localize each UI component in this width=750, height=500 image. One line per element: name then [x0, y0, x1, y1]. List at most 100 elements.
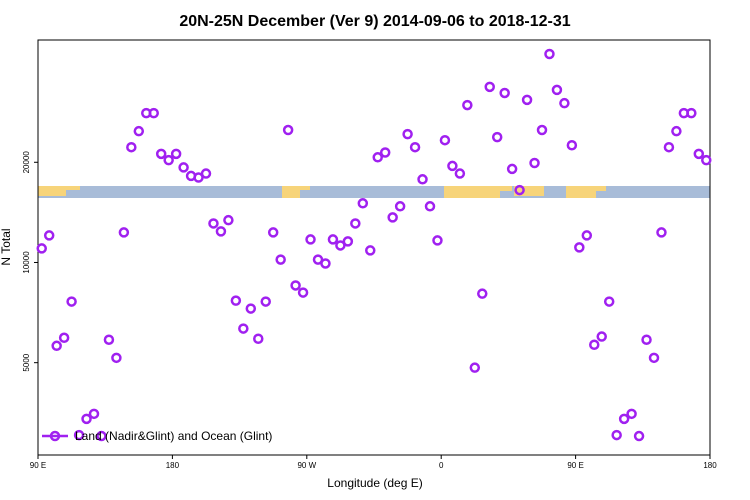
data-point	[148, 107, 159, 119]
data-point	[402, 128, 413, 140]
data-point	[671, 125, 682, 137]
data-point	[327, 234, 339, 245]
data-point	[253, 333, 264, 345]
data-point	[447, 160, 458, 172]
data-point	[469, 362, 481, 373]
data-point	[88, 408, 100, 420]
data-point	[223, 214, 234, 226]
data-point	[686, 107, 697, 119]
x-tick-label: 90 E	[30, 461, 46, 470]
data-point	[357, 198, 369, 209]
data-point	[126, 141, 137, 153]
x-axis-label: Longitude (deg E)	[327, 476, 422, 490]
data-point	[66, 296, 77, 307]
data-point	[432, 235, 443, 246]
data-point	[335, 240, 346, 251]
data-point	[566, 140, 578, 151]
data-point	[81, 413, 92, 425]
data-point	[611, 429, 622, 441]
data-point	[641, 334, 652, 345]
data-point	[200, 168, 212, 179]
data-point	[111, 352, 122, 364]
data-point	[663, 141, 675, 153]
data-point	[372, 152, 383, 163]
data-point	[701, 154, 712, 166]
data-point	[387, 212, 398, 223]
data-point	[215, 226, 227, 237]
data-point	[409, 141, 421, 153]
data-point	[320, 258, 331, 269]
data-point	[163, 154, 174, 166]
data-point	[506, 163, 518, 175]
data-point	[275, 254, 286, 265]
data-point	[290, 280, 301, 291]
x-tick-label: 180	[166, 461, 180, 470]
data-point	[544, 48, 555, 60]
data-point	[170, 148, 182, 160]
data-point	[484, 81, 495, 93]
data-point	[73, 429, 85, 441]
data-point	[267, 227, 279, 238]
data-point	[626, 408, 637, 420]
data-point	[103, 334, 115, 345]
data-point	[551, 84, 563, 96]
data-point	[58, 332, 70, 344]
data-point	[133, 125, 145, 137]
x-tick-label: 0	[439, 461, 444, 470]
y-tick-label: 5000	[22, 353, 31, 371]
data-point	[417, 174, 428, 185]
data-point	[618, 413, 630, 425]
data-point	[305, 234, 316, 245]
data-point	[633, 430, 645, 442]
data-point	[581, 230, 593, 241]
data-point	[603, 296, 615, 307]
y-tick-label: 10000	[22, 251, 31, 274]
data-point	[596, 331, 607, 342]
data-point	[365, 245, 376, 256]
data-point	[491, 131, 503, 143]
data-point	[178, 162, 189, 173]
data-point	[521, 94, 533, 106]
data-point	[282, 124, 294, 136]
data-point	[297, 287, 309, 298]
data-point	[245, 303, 257, 314]
data-point	[514, 184, 525, 196]
data-point	[439, 134, 451, 146]
data-point	[193, 172, 204, 183]
data-point	[51, 340, 62, 352]
data-point	[462, 99, 473, 111]
map-strip	[38, 186, 710, 198]
data-point	[96, 430, 107, 442]
data-point	[379, 147, 391, 158]
data-point	[208, 218, 219, 229]
data-point	[648, 352, 660, 364]
data-point	[155, 148, 167, 160]
data-point	[342, 236, 354, 247]
data-point	[394, 201, 406, 212]
data-point	[118, 227, 130, 238]
data-point	[693, 148, 705, 160]
data-point	[238, 323, 249, 334]
data-point	[36, 243, 47, 254]
data-point	[499, 87, 510, 99]
x-tick-label: 180	[703, 461, 717, 470]
data-point	[454, 168, 466, 179]
x-tick-label: 90 W	[297, 461, 316, 470]
x-tick-label: 90 E	[567, 461, 583, 470]
y-axis-label: N Total	[0, 228, 13, 265]
legend-marker	[49, 430, 61, 442]
legend: Land (Nadir&Glint) and Ocean (Glint)	[42, 429, 272, 443]
data-point	[589, 339, 600, 351]
data-point	[350, 218, 361, 229]
data-point	[260, 296, 271, 307]
y-tick-label: 20000	[22, 151, 31, 174]
data-point	[574, 242, 585, 253]
data-point	[230, 295, 242, 306]
chart-title: 20N-25N December (Ver 9) 2014-09-06 to 2…	[179, 13, 570, 30]
data-point	[656, 227, 667, 238]
data-point	[424, 201, 436, 212]
data-point	[43, 230, 55, 241]
data-point	[477, 288, 488, 299]
data-point	[529, 157, 540, 169]
